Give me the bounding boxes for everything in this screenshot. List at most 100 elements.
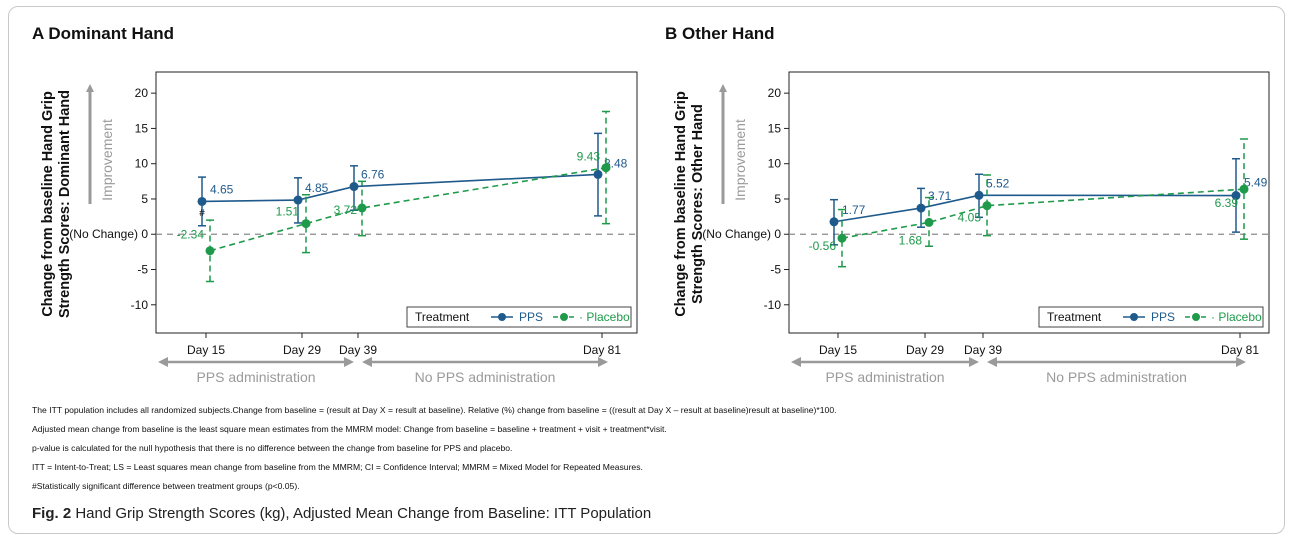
x-tick-label: Day 39 [339,343,377,357]
legend-box [406,306,632,328]
phase-arrowhead [987,357,997,367]
y-tick-label: 5 [141,192,148,206]
x-tick-label: Day 15 [187,343,225,357]
legend-label-pps: PPS [1151,310,1175,324]
plot-border [788,71,1270,334]
figure-caption: Fig. 2 Hand Grip Strength Scores (kg), A… [32,505,651,522]
data-label: 1.68 [899,233,923,247]
footnote: p-value is calculated for the null hypot… [32,443,513,453]
chart-title: B Other Hand [665,24,775,43]
data-point-placebo [205,246,215,256]
plot-border [155,71,638,334]
phase-arrowhead [344,357,354,367]
legend-marker-pps [498,313,506,321]
y-tick-label: 10 [135,157,149,171]
y-tick-label: -10 [131,298,149,312]
series-line-pps [201,173,599,203]
data-point-pps [829,217,839,227]
y-tick-label: 5 [774,192,781,206]
series-line-placebo [209,166,607,252]
data-label: 4.85 [305,181,329,195]
legend-title: Treatment [1047,310,1102,324]
phase-arrowhead [969,357,979,367]
footnotes: The ITT population includes all randomiz… [32,405,1262,500]
data-point-placebo [301,219,311,229]
data-label: 3.72 [334,203,358,217]
data-point-placebo [837,233,847,243]
legend-label-pps: PPS [519,310,543,324]
x-tick-label: Day 81 [583,343,621,357]
data-label: -2.34 [177,228,205,242]
y-tick-label: 15 [135,121,149,135]
x-tick-label: Day 15 [819,343,857,357]
data-label: -0.56 [809,239,837,253]
y-axis-title-line2: Strength Scores: Dominant Hand [57,90,73,318]
y-zero-label: (No Change) 0 [69,227,148,241]
phase-arrowhead [791,357,801,367]
y-tick-label: 10 [768,157,782,171]
data-label: 5.49 [1244,176,1268,190]
data-point-pps [293,195,303,205]
caption-text: Hand Grip Strength Scores (kg), Adjusted… [75,505,652,522]
phase-arrowhead [158,357,168,367]
data-label: 6.76 [361,168,385,182]
data-point-placebo [982,201,992,211]
x-tick-label: Day 29 [906,343,944,357]
footnote: Adjusted mean change from baseline is th… [32,424,667,434]
improvement-label: Improvement [99,119,115,201]
phase-label: No PPS administration [415,369,556,385]
data-point-placebo [357,203,367,213]
footnote: #Statistically significant difference be… [32,481,300,491]
improvement-label: Improvement [732,119,748,201]
chart-other-hand: B Other Hand -10 -5 5 10 15 20 (No Change) 0 Cha… [665,24,1270,385]
significance-marker: # [199,208,205,219]
y-axis-title-line2: Strength Scores: Other Hand [690,104,706,304]
data-label: 4.65 [210,182,234,196]
phase-arrowhead [598,357,608,367]
legend-title: Treatment [415,310,470,324]
figure-frame [8,6,1285,534]
legend-marker-placebo [1192,313,1200,321]
legend-label-placebo: · Placebo [579,310,630,324]
y-zero-label: (No Change) 0 [702,227,781,241]
legend-label-placebo: · Placebo [1211,310,1262,324]
data-point-placebo [1239,184,1249,194]
data-point-pps [1231,191,1241,201]
x-tick-label: Day 39 [964,343,1002,357]
data-point-pps [197,196,207,206]
y-tick-label: 20 [768,86,782,100]
x-tick-label: Day 29 [283,343,321,357]
data-label: 1.77 [842,203,866,217]
data-point-pps [916,203,926,213]
y-tick-label: 15 [768,121,782,135]
phase-label: PPS administration [825,369,944,385]
data-point-pps [593,169,603,179]
data-label: 5.52 [986,176,1010,190]
legend-box [1038,306,1264,328]
legend-marker-placebo [560,313,568,321]
y-tick-label: -5 [137,263,148,277]
data-label: 6.39 [1215,196,1239,210]
legend-marker-pps [1130,313,1138,321]
phase-arrowhead [1236,357,1246,367]
x-tick-label: Day 81 [1221,343,1259,357]
y-tick-label: -5 [770,263,781,277]
data-label: 3.71 [928,189,952,203]
y-axis-title-line1: Change from baseline Hand Grip [673,91,689,317]
data-point-pps [349,182,359,192]
footnote: The ITT population includes all randomiz… [32,405,837,415]
data-label: 4.05 [958,211,982,225]
data-label: 9.43 [577,150,601,164]
data-label: 1.51 [276,205,300,219]
footnote: ITT = Intent-to-Treat; LS = Least square… [32,462,643,472]
phase-label: No PPS administration [1046,369,1187,385]
series-line-placebo [841,188,1245,239]
data-point-placebo [601,163,611,173]
series-line-pps [833,194,1237,223]
caption-label: Fig. 2 [32,505,72,522]
phase-label: PPS administration [196,369,315,385]
data-point-placebo [924,217,934,227]
charts-canvas: A Dominant Hand -10 -5 5 10 15 20 (No Change) 0… [32,24,1270,385]
y-tick-label: -10 [764,298,782,312]
chart-title: A Dominant Hand [32,24,174,43]
